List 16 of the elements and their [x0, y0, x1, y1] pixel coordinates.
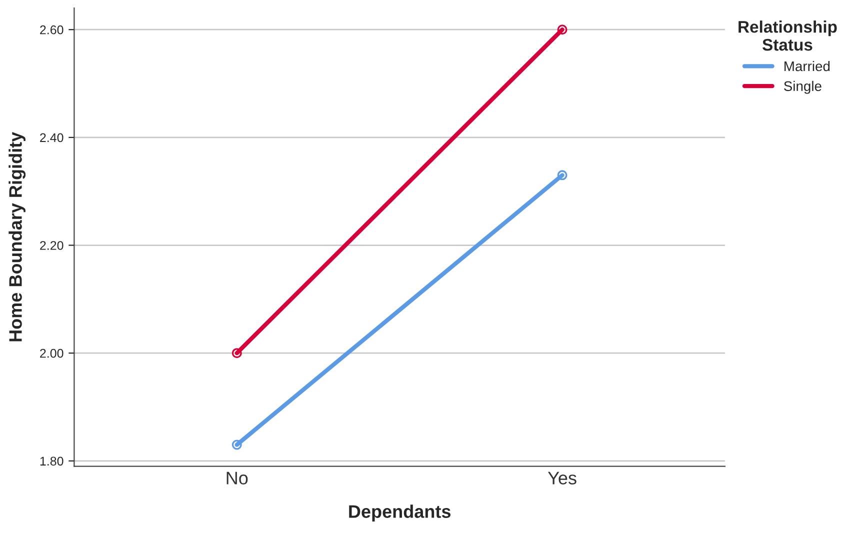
point: [557, 170, 568, 180]
legend-label: Single: [784, 80, 822, 94]
x-tick-label: Yes: [548, 472, 576, 484]
y-tick-label: 2.60: [40, 25, 64, 34]
x-tick-label: No: [226, 472, 248, 484]
y-tick-label: 2.20: [40, 241, 64, 250]
point: [232, 348, 242, 358]
point: [232, 440, 242, 450]
point: [557, 24, 568, 35]
y-axis-title: Home Boundary Rigidity: [8, 132, 26, 342]
legend-label: Married: [784, 60, 830, 72]
x-axis-title: Dependants: [349, 504, 451, 522]
y-tick-label: 2.00: [40, 348, 64, 358]
y-tick-label: 1.80: [40, 456, 64, 466]
y-tick-label: 2.40: [40, 133, 64, 142]
legend-title: Relationship Status: [738, 20, 837, 51]
